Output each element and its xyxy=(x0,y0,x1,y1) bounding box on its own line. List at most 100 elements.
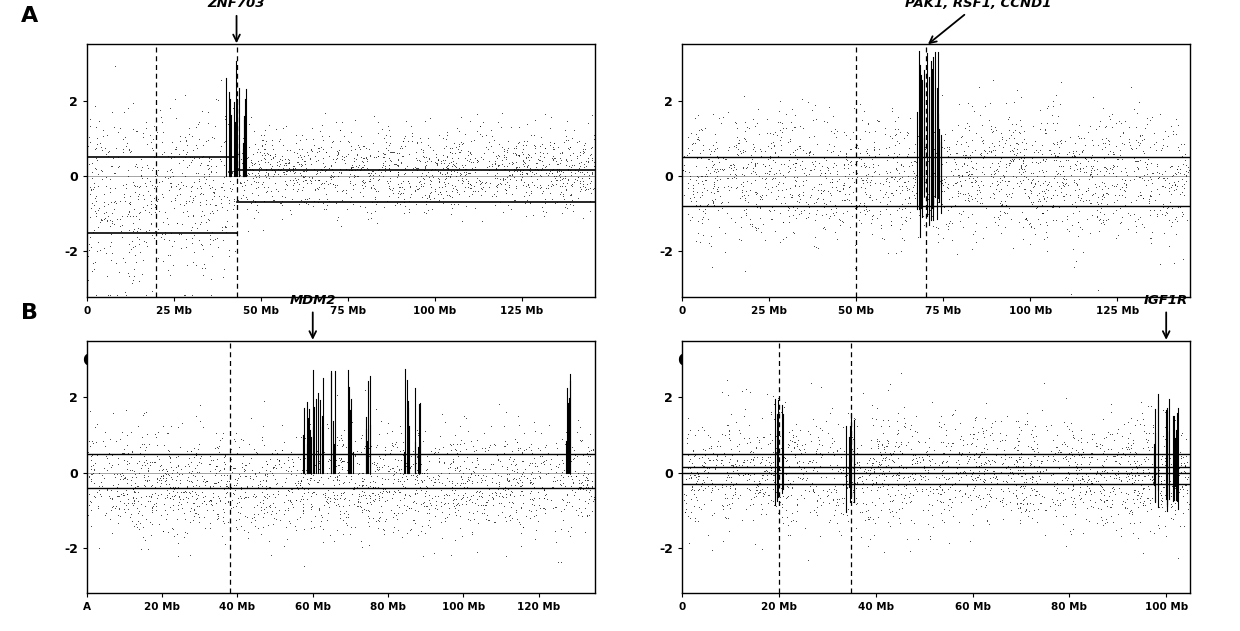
Point xyxy=(692,478,712,488)
Point xyxy=(160,493,180,503)
Point xyxy=(516,449,536,459)
Point xyxy=(703,448,723,458)
Point xyxy=(496,185,516,195)
Point xyxy=(1001,156,1021,166)
Point xyxy=(386,159,405,169)
Point xyxy=(985,141,1004,151)
Point xyxy=(445,162,465,172)
Point xyxy=(511,502,531,512)
Point xyxy=(103,480,123,490)
Point xyxy=(766,130,786,140)
Point xyxy=(192,498,212,508)
Point xyxy=(195,474,215,484)
Point xyxy=(887,475,906,485)
Point xyxy=(408,530,428,540)
Point xyxy=(487,454,507,464)
Point xyxy=(982,127,1002,137)
Point xyxy=(275,490,295,500)
Point xyxy=(512,167,532,177)
Point xyxy=(131,172,151,182)
Point xyxy=(118,448,138,458)
Point xyxy=(1014,477,1034,487)
Point xyxy=(368,507,388,517)
Point xyxy=(580,445,600,455)
Point xyxy=(394,446,414,456)
Point xyxy=(761,495,781,505)
Point xyxy=(1118,451,1138,461)
Point xyxy=(1017,478,1037,488)
Point xyxy=(1133,193,1153,203)
Point xyxy=(195,496,215,506)
Point xyxy=(317,179,337,189)
Point xyxy=(1064,484,1084,494)
Point xyxy=(460,472,480,482)
Point xyxy=(1166,415,1185,425)
Point xyxy=(324,490,343,500)
Point xyxy=(529,147,549,157)
Point xyxy=(186,475,206,485)
Point xyxy=(686,196,706,206)
Point xyxy=(84,478,104,488)
Point xyxy=(723,158,743,168)
Point xyxy=(394,163,414,174)
Point xyxy=(968,180,988,191)
Point xyxy=(758,466,777,476)
Point xyxy=(1133,498,1153,509)
Point xyxy=(497,475,517,485)
Point xyxy=(138,495,157,505)
Point xyxy=(805,215,825,225)
Point xyxy=(162,494,182,504)
Point xyxy=(205,191,224,201)
Point xyxy=(704,173,724,183)
Point xyxy=(678,133,698,143)
Point xyxy=(445,535,465,545)
Point xyxy=(327,170,347,180)
Point xyxy=(1074,133,1094,143)
Point xyxy=(1164,498,1184,508)
Point xyxy=(363,170,383,180)
Point xyxy=(119,494,139,504)
Point xyxy=(482,131,502,141)
Point xyxy=(310,475,330,485)
Point xyxy=(987,184,1007,194)
Point xyxy=(89,115,109,126)
Point xyxy=(713,165,733,175)
Point xyxy=(931,489,951,499)
Point xyxy=(281,484,301,494)
Point xyxy=(774,435,794,445)
Point xyxy=(1063,481,1083,492)
Point xyxy=(846,151,866,162)
Point xyxy=(114,448,134,458)
Point xyxy=(303,172,322,182)
Point xyxy=(534,504,554,514)
Point xyxy=(838,172,858,182)
Point xyxy=(1040,145,1060,155)
Point xyxy=(200,208,219,218)
Point xyxy=(232,463,252,473)
Point xyxy=(1011,502,1030,512)
Point xyxy=(227,228,247,238)
Point xyxy=(456,444,476,454)
Point xyxy=(381,146,401,156)
Point xyxy=(1125,451,1145,461)
Point xyxy=(407,153,427,163)
Point xyxy=(877,483,897,493)
Point xyxy=(704,481,724,491)
Point xyxy=(1133,193,1153,203)
Point xyxy=(1045,448,1065,458)
Point xyxy=(1043,118,1063,128)
Point xyxy=(1106,233,1126,244)
Point xyxy=(336,442,356,452)
Point xyxy=(560,165,580,175)
Point xyxy=(299,172,319,182)
Point xyxy=(197,504,217,514)
Point xyxy=(548,159,568,169)
Point xyxy=(79,239,99,249)
Point xyxy=(241,179,260,189)
Point xyxy=(1127,463,1147,473)
Point xyxy=(848,478,868,488)
Point xyxy=(719,427,739,437)
Point xyxy=(799,456,818,466)
Point xyxy=(951,434,971,444)
Point xyxy=(1151,478,1171,488)
